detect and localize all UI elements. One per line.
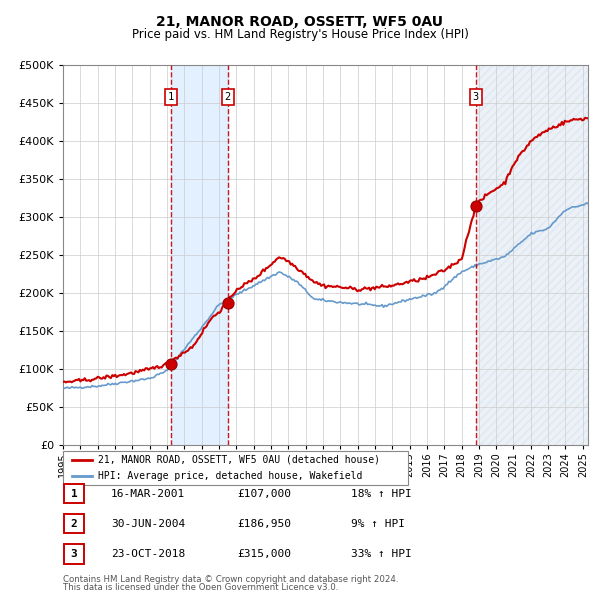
Text: HPI: Average price, detached house, Wakefield: HPI: Average price, detached house, Wake… xyxy=(97,471,362,481)
Text: £107,000: £107,000 xyxy=(237,489,291,499)
FancyBboxPatch shape xyxy=(63,451,408,485)
Text: This data is licensed under the Open Government Licence v3.0.: This data is licensed under the Open Gov… xyxy=(63,582,338,590)
Text: 33% ↑ HPI: 33% ↑ HPI xyxy=(351,549,412,559)
Text: 2: 2 xyxy=(71,519,77,529)
Text: 1: 1 xyxy=(71,489,77,499)
Bar xyxy=(170,65,227,445)
Text: 9% ↑ HPI: 9% ↑ HPI xyxy=(351,519,405,529)
Text: 23-OCT-2018: 23-OCT-2018 xyxy=(111,549,185,559)
Text: Contains HM Land Registry data © Crown copyright and database right 2024.: Contains HM Land Registry data © Crown c… xyxy=(63,575,398,585)
Text: Price paid vs. HM Land Registry's House Price Index (HPI): Price paid vs. HM Land Registry's House … xyxy=(131,28,469,41)
Text: 2: 2 xyxy=(224,92,231,102)
Text: 1: 1 xyxy=(167,92,174,102)
Text: 16-MAR-2001: 16-MAR-2001 xyxy=(111,489,185,499)
Text: £186,950: £186,950 xyxy=(237,519,291,529)
Text: 18% ↑ HPI: 18% ↑ HPI xyxy=(351,489,412,499)
FancyBboxPatch shape xyxy=(64,484,84,503)
Bar xyxy=(476,65,588,445)
Text: £315,000: £315,000 xyxy=(237,549,291,559)
Text: 3: 3 xyxy=(472,92,479,102)
FancyBboxPatch shape xyxy=(64,514,84,533)
Text: 21, MANOR ROAD, OSSETT, WF5 0AU: 21, MANOR ROAD, OSSETT, WF5 0AU xyxy=(157,15,443,30)
Text: 21, MANOR ROAD, OSSETT, WF5 0AU (detached house): 21, MANOR ROAD, OSSETT, WF5 0AU (detache… xyxy=(97,455,380,465)
Text: 3: 3 xyxy=(71,549,77,559)
Text: 30-JUN-2004: 30-JUN-2004 xyxy=(111,519,185,529)
FancyBboxPatch shape xyxy=(64,545,84,563)
